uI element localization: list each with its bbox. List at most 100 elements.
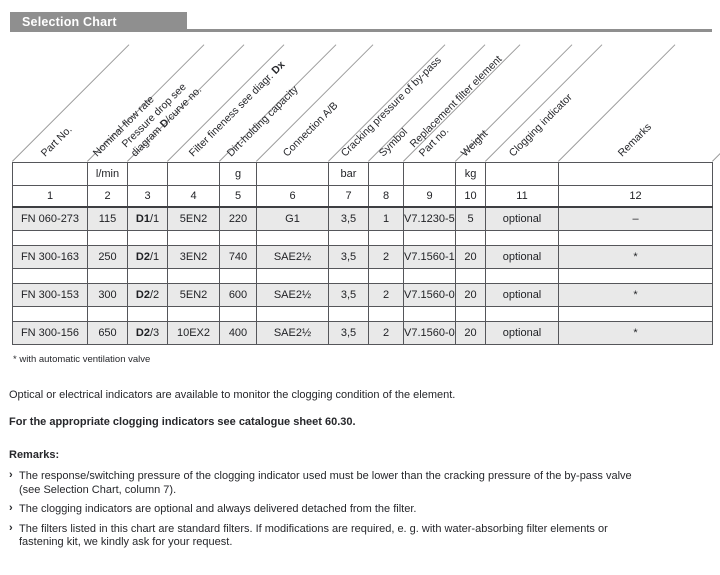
remarks-section: Remarks: › The response/switching pressu… xyxy=(9,449,715,550)
cell-part-no: FN 060-273 xyxy=(12,206,88,231)
cell-flow: 115 xyxy=(87,206,128,231)
diagonal-separator xyxy=(558,44,676,162)
bullet-icon: › xyxy=(9,502,13,514)
remark-item: › The filters listed in this chart are s… xyxy=(9,521,715,550)
spacer-row xyxy=(12,306,713,322)
column-number-row: 1 2 3 4 5 6 7 8 9 10 11 12 xyxy=(12,185,713,208)
section-title-rule: Selection Chart xyxy=(10,12,712,32)
diag-header-clogging-indicator: Clogging indicator xyxy=(506,91,575,160)
cell-curve: D2/1 xyxy=(127,245,168,269)
cell-weight: 20 xyxy=(455,245,486,269)
bullet-icon: › xyxy=(9,521,13,534)
paragraph-optical-indicators: Optical or electrical indicators are ava… xyxy=(9,389,456,401)
cell-symbol: 2 xyxy=(368,283,404,307)
cell-connection: G1 xyxy=(256,206,329,231)
cell-dirt: 740 xyxy=(219,245,257,269)
cell-replacement: V7.1560-06 xyxy=(403,321,456,345)
cell-clogging: optional xyxy=(485,206,559,231)
cell-replacement: V7.1560-103 xyxy=(403,245,456,269)
remark-line: The response/switching pressure of the c… xyxy=(19,470,632,482)
paragraph-catalogue-reference: For the appropriate clogging indicators … xyxy=(9,416,356,428)
cell-remarks: * xyxy=(558,283,713,307)
cell-cracking: 3,5 xyxy=(328,245,369,269)
cell-weight: 20 xyxy=(455,283,486,307)
cell-clogging: optional xyxy=(485,283,559,307)
column-number: 11 xyxy=(485,185,559,208)
unit-cell xyxy=(256,162,329,186)
unit-cell xyxy=(403,162,456,186)
cell-replacement: V7.1230-53 xyxy=(403,206,456,231)
cell-curve: D2/2 xyxy=(127,283,168,307)
remark-line: (see Selection Chart, column 7). xyxy=(19,483,177,496)
cell-flow: 300 xyxy=(87,283,128,307)
column-number: 9 xyxy=(403,185,456,208)
diag-header-weight: Weight xyxy=(458,127,491,160)
cell-connection: SAE2½ xyxy=(256,283,329,307)
table-row: FN 060-273 115 D1/1 5EN2 220 G1 3,5 1 V7… xyxy=(12,206,713,231)
column-number: 3 xyxy=(127,185,168,208)
column-number: 6 xyxy=(256,185,329,208)
unit-cell xyxy=(127,162,168,186)
cell-clogging: optional xyxy=(485,245,559,269)
remark-line: fastening kit, we kindly ask for your re… xyxy=(19,536,233,548)
spacer-row xyxy=(12,268,713,284)
bullet-icon: › xyxy=(9,469,13,481)
cell-flow: 250 xyxy=(87,245,128,269)
cell-cracking: 3,5 xyxy=(328,321,369,345)
cell-symbol: 2 xyxy=(368,321,404,345)
column-number: 4 xyxy=(167,185,220,208)
table-footnote: * with automatic ventilation valve xyxy=(13,354,151,365)
table-row: FN 300-163 250 D2/1 3EN2 740 SAE2½ 3,5 2… xyxy=(12,245,713,269)
selection-chart-table: l/min g bar kg 1 2 3 4 5 6 7 8 9 10 11 1… xyxy=(12,162,713,345)
cell-weight: 20 xyxy=(455,321,486,345)
unit-cell: l/min xyxy=(87,162,128,186)
diagonal-separator xyxy=(712,44,720,162)
cell-symbol: 2 xyxy=(368,245,404,269)
remarks-heading: Remarks: xyxy=(9,449,60,461)
diag-header-connection: Connection A/B xyxy=(280,99,341,160)
column-number: 12 xyxy=(558,185,713,208)
cell-remarks: – xyxy=(558,206,713,231)
unit-cell xyxy=(368,162,404,186)
cell-dirt: 400 xyxy=(219,321,257,345)
unit-cell xyxy=(485,162,559,186)
column-number: 7 xyxy=(328,185,369,208)
cell-fineness: 5EN2 xyxy=(167,206,220,231)
cell-clogging: optional xyxy=(485,321,559,345)
section-title: Selection Chart xyxy=(10,12,187,32)
table-row: FN 300-153 300 D2/2 5EN2 600 SAE2½ 3,5 2… xyxy=(12,283,713,307)
unit-cell: g xyxy=(219,162,257,186)
units-row: l/min g bar kg xyxy=(12,162,713,186)
cell-cracking: 3,5 xyxy=(328,283,369,307)
cell-fineness: 3EN2 xyxy=(167,245,220,269)
unit-cell: bar xyxy=(328,162,369,186)
column-number: 2 xyxy=(87,185,128,208)
remark-item: › The response/switching pressure of the… xyxy=(9,469,715,497)
table-row: FN 300-156 650 D2/3 10EX2 400 SAE2½ 3,5 … xyxy=(12,321,713,345)
column-number: 10 xyxy=(455,185,486,208)
unit-cell xyxy=(167,162,220,186)
cell-dirt: 600 xyxy=(219,283,257,307)
cell-fineness: 10EX2 xyxy=(167,321,220,345)
cell-connection: SAE2½ xyxy=(256,321,329,345)
cell-remarks: * xyxy=(558,245,713,269)
column-number: 1 xyxy=(12,185,88,208)
diag-header-remarks: Remarks xyxy=(615,121,655,160)
column-number: 8 xyxy=(368,185,404,208)
cell-remarks: * xyxy=(558,321,713,345)
unit-cell xyxy=(12,162,88,186)
cell-part-no: FN 300-153 xyxy=(12,283,88,307)
cell-connection: SAE2½ xyxy=(256,245,329,269)
spacer-row xyxy=(12,230,713,246)
cell-symbol: 1 xyxy=(368,206,404,231)
cell-curve: D1/1 xyxy=(127,206,168,231)
cell-dirt: 220 xyxy=(219,206,257,231)
unit-cell xyxy=(558,162,713,186)
cell-flow: 650 xyxy=(87,321,128,345)
cell-curve: D2/3 xyxy=(127,321,168,345)
cell-weight: 5 xyxy=(455,206,486,231)
cell-part-no: FN 300-156 xyxy=(12,321,88,345)
cell-cracking: 3,5 xyxy=(328,206,369,231)
remark-item: › The clogging indicators are optional a… xyxy=(9,502,715,517)
cell-part-no: FN 300-163 xyxy=(12,245,88,269)
